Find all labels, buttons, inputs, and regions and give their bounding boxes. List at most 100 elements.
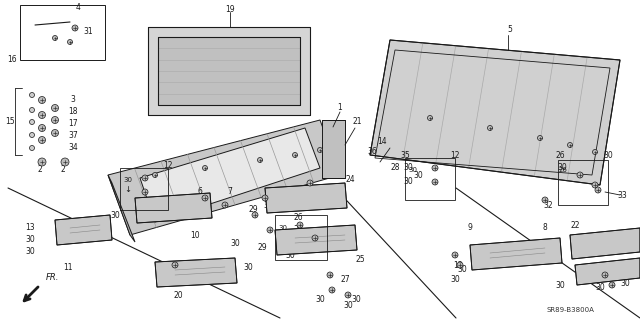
Text: 27: 27	[603, 263, 613, 272]
Text: 4: 4	[76, 4, 81, 12]
Text: 11: 11	[63, 263, 73, 272]
Text: 22: 22	[570, 220, 580, 229]
Polygon shape	[140, 128, 320, 222]
Circle shape	[428, 115, 433, 121]
Text: 30: 30	[603, 151, 613, 160]
Text: 30: 30	[243, 263, 253, 272]
Polygon shape	[55, 215, 112, 245]
Circle shape	[267, 227, 273, 233]
Text: 35: 35	[400, 151, 410, 160]
Circle shape	[327, 272, 333, 278]
Circle shape	[609, 282, 615, 288]
Text: 12: 12	[163, 160, 173, 169]
Circle shape	[312, 235, 318, 241]
Text: 32: 32	[543, 202, 553, 211]
Text: 32: 32	[263, 201, 273, 210]
Circle shape	[38, 124, 45, 131]
Circle shape	[29, 145, 35, 151]
Text: 33: 33	[617, 191, 627, 201]
Text: SR89-B3800A: SR89-B3800A	[546, 307, 594, 313]
Text: 20: 20	[285, 239, 295, 248]
Circle shape	[457, 262, 463, 268]
Text: 29: 29	[257, 243, 267, 253]
Circle shape	[29, 132, 35, 137]
Circle shape	[38, 97, 45, 103]
Text: 28: 28	[390, 164, 400, 173]
Circle shape	[542, 197, 548, 203]
Circle shape	[52, 35, 58, 41]
Text: 12: 12	[451, 151, 460, 160]
Circle shape	[577, 172, 583, 178]
Bar	[405, 158, 455, 200]
Bar	[120, 168, 168, 210]
Text: 34: 34	[68, 144, 78, 152]
Text: 19: 19	[225, 4, 235, 13]
Polygon shape	[322, 120, 345, 178]
Circle shape	[432, 179, 438, 185]
Circle shape	[61, 158, 69, 166]
Text: 1: 1	[338, 102, 342, 112]
Circle shape	[568, 143, 573, 147]
Circle shape	[538, 136, 543, 140]
Text: 2: 2	[38, 166, 42, 174]
Polygon shape	[370, 40, 620, 185]
Circle shape	[595, 187, 601, 193]
Text: 3: 3	[70, 95, 76, 105]
Text: 30: 30	[124, 177, 132, 183]
Text: 13: 13	[25, 224, 35, 233]
Text: 26: 26	[559, 167, 568, 173]
Text: ↓: ↓	[125, 186, 131, 195]
Text: 30: 30	[351, 295, 361, 305]
Text: 30: 30	[595, 284, 605, 293]
Polygon shape	[575, 258, 640, 285]
Circle shape	[29, 108, 35, 113]
Circle shape	[307, 180, 313, 186]
Text: 27: 27	[340, 276, 350, 285]
Text: 30: 30	[403, 164, 413, 173]
Text: 33: 33	[313, 188, 323, 197]
Circle shape	[38, 158, 46, 166]
Text: 14: 14	[377, 137, 387, 146]
Circle shape	[38, 112, 45, 118]
Circle shape	[252, 212, 258, 218]
Text: 23: 23	[607, 243, 617, 253]
Text: 24: 24	[345, 175, 355, 184]
Text: 36: 36	[367, 147, 377, 157]
Text: 30: 30	[110, 211, 120, 219]
Text: 30: 30	[555, 280, 565, 290]
Circle shape	[202, 166, 207, 170]
Polygon shape	[570, 228, 640, 259]
Text: 30: 30	[230, 239, 240, 248]
Text: 30: 30	[25, 248, 35, 256]
Text: 30: 30	[457, 265, 467, 275]
Text: 30: 30	[408, 167, 417, 173]
Circle shape	[172, 262, 178, 268]
Text: 30: 30	[278, 225, 287, 231]
Circle shape	[222, 202, 228, 208]
Text: 29: 29	[248, 205, 258, 214]
Circle shape	[488, 125, 493, 130]
Bar	[275, 215, 327, 260]
Polygon shape	[108, 175, 135, 242]
Circle shape	[51, 130, 58, 137]
Text: 25: 25	[355, 256, 365, 264]
Text: 9: 9	[468, 224, 472, 233]
Text: 5: 5	[508, 26, 513, 34]
Text: 13: 13	[453, 261, 463, 270]
Text: 30: 30	[450, 276, 460, 285]
Circle shape	[297, 222, 303, 228]
Circle shape	[142, 175, 148, 181]
Text: 30: 30	[413, 170, 423, 180]
Polygon shape	[470, 238, 562, 270]
Text: 26: 26	[293, 213, 303, 222]
Text: 30: 30	[293, 226, 303, 234]
Text: 17: 17	[68, 120, 78, 129]
Circle shape	[29, 93, 35, 98]
Circle shape	[51, 116, 58, 123]
Polygon shape	[155, 258, 237, 287]
Text: 6: 6	[198, 188, 202, 197]
Text: 30: 30	[343, 300, 353, 309]
Text: 30: 30	[557, 164, 567, 173]
Circle shape	[317, 147, 323, 152]
Circle shape	[142, 189, 148, 195]
